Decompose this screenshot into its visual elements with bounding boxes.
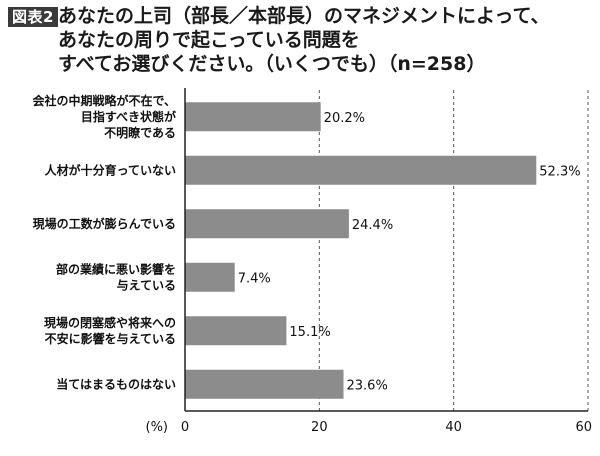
category-labels: 会社の中期戦略が不在で、目指すべき状態が不明瞭である人材が十分育っていない現場の… [32,93,176,392]
x-unit-label: (%) [146,420,169,435]
category-label-line: 目指すべき状態が [81,109,176,124]
category-label-line: 当てはまるものはない [56,376,176,391]
tick-label-40: 40 [445,420,462,435]
category-label-line: 不安に影響を与えている [45,331,176,346]
axes: 0 20 40 60 (%) [146,88,592,435]
tick-label-20: 20 [311,420,328,435]
value-label-1: 20.2% [324,111,365,126]
category-label-1: 会社の中期戦略が不在で、目指すべき状態が不明瞭である [32,93,176,140]
bars [185,102,537,399]
tick-label-0: 0 [181,420,189,435]
category-label-line: 部の業績に悪い影響を [56,261,176,276]
category-label-6: 当てはまるものはない [56,376,176,391]
bar-4 [185,262,235,292]
category-label-4: 部の業績に悪い影響を与えている [56,261,176,292]
chart-title-line-2: あなたの周りで起こっている問題を [58,29,360,51]
category-label-5: 現場の閉塞感や将来への不安に影響を与えている [44,315,176,346]
category-label-line: 会社の中期戦略が不在で、 [32,93,176,108]
value-label-5: 15.1% [289,325,330,340]
value-label-4: 7.4% [238,271,271,286]
gridlines [318,90,589,411]
bar-5 [185,316,287,346]
category-label-2: 人材が十分育っていない [45,162,176,177]
bar-3 [185,209,349,239]
category-label-line: 人材が十分育っていない [45,162,176,177]
category-label-line: 現場の工数が膨らんでいる [33,216,176,231]
bar-1 [185,102,321,132]
chart-title-line-1: あなたの上司（部長／本部長）のマネジメントによって、 [58,5,550,27]
bar-6 [185,369,344,399]
figure-badge: 図表2 [8,7,58,27]
category-label-3: 現場の工数が膨らんでいる [33,216,176,231]
value-label-6: 23.6% [347,378,388,393]
bar-2 [185,155,537,185]
value-labels: 20.2% 52.3% 24.4% 7.4% 15.1% 23.6% [238,111,581,394]
value-label-3: 24.4% [352,218,393,233]
category-label-line: 不明瞭である [104,125,176,140]
category-label-line: 現場の閉塞感や将来への [44,315,176,330]
chart-title-line-3: すべてお選びください。（いくつでも）（n=258） [58,53,486,75]
tick-label-60: 60 [575,420,592,435]
category-label-line: 与えている [117,278,176,292]
value-label-2: 52.3% [539,164,580,179]
